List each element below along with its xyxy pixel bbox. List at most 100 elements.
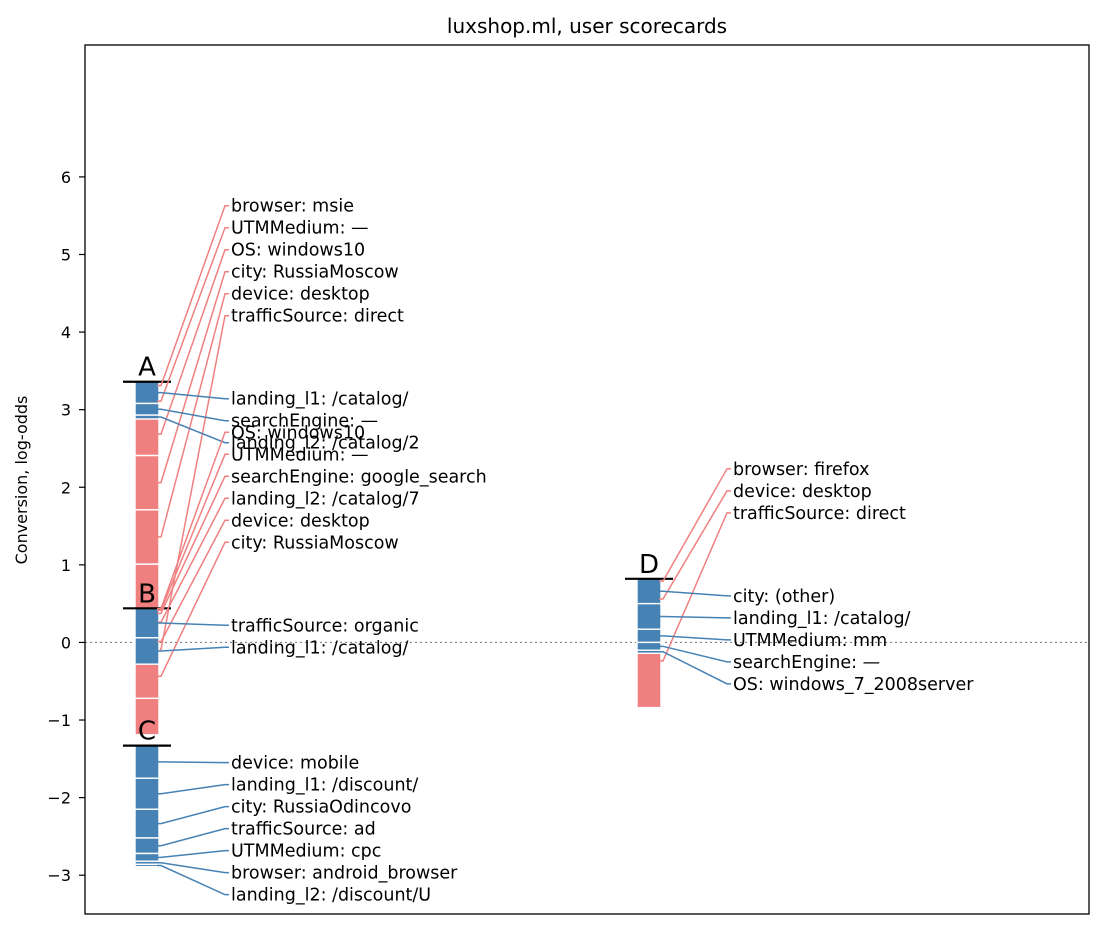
feature-label: browser: android_browser xyxy=(231,864,458,884)
leader-line xyxy=(659,615,731,619)
leader-line xyxy=(157,646,229,652)
y-axis-label: Conversion, log-odds xyxy=(12,396,31,565)
y-tick-label: −3 xyxy=(47,866,71,885)
feature-bar xyxy=(134,414,160,420)
leader-line xyxy=(659,590,731,597)
feature-label: searchEngine: — xyxy=(231,412,378,432)
feature-bar xyxy=(134,412,160,457)
leader-line xyxy=(157,849,229,859)
leader-line xyxy=(659,635,731,641)
leader-line xyxy=(157,248,229,435)
chart-title: luxshop.ml, user scorecards xyxy=(447,14,727,38)
feature-bar xyxy=(134,837,160,855)
feature-label: device: mobile xyxy=(231,754,359,774)
feature-label: landing_l1: /discount/ xyxy=(231,776,418,796)
leader-line xyxy=(157,270,229,484)
y-tick-label: 4 xyxy=(61,323,71,342)
feature-label: trafficSource: direct xyxy=(231,307,404,327)
feature-label: landing_l2: /catalog/7 xyxy=(231,489,420,509)
leader-line xyxy=(659,490,731,600)
leader-line xyxy=(157,783,229,795)
feature-label: landing_l1: /catalog/ xyxy=(231,390,409,410)
feature-label: device: desktop xyxy=(733,482,872,502)
leader-line xyxy=(157,805,229,825)
feature-bar xyxy=(636,602,662,630)
feature-label: device: desktop xyxy=(231,511,370,531)
leader-line xyxy=(157,497,229,624)
scorecard-letter: C xyxy=(138,717,156,747)
feature-label: UTMMedium: mm xyxy=(733,631,887,651)
feature-label: device: desktop xyxy=(231,285,370,305)
scorecard-letter: D xyxy=(639,550,659,580)
feature-label: trafficSource: organic xyxy=(231,616,419,636)
leader-line xyxy=(157,226,229,402)
leader-line xyxy=(157,453,229,611)
leader-line xyxy=(157,416,229,444)
feature-label: landing_l2: /catalog/2 xyxy=(231,434,420,454)
leader-line xyxy=(659,512,731,662)
leader-line xyxy=(157,431,229,610)
feature-label: trafficSource: ad xyxy=(231,820,376,840)
feature-bar xyxy=(134,607,160,639)
feature-bar xyxy=(636,641,662,651)
leader-line xyxy=(157,519,229,643)
feature-label: OS: windows_7_2008server xyxy=(733,675,974,695)
leader-line xyxy=(157,761,229,764)
leader-line xyxy=(157,862,229,874)
leader-line xyxy=(157,541,229,677)
feature-label: landing_l2: /discount/U xyxy=(231,886,431,906)
feature-bar xyxy=(134,863,160,868)
feature-bar xyxy=(134,381,160,405)
scorecard-letter: A xyxy=(138,353,156,383)
y-tick-label: 5 xyxy=(61,245,71,264)
y-tick-label: 6 xyxy=(61,168,71,187)
plot-frame xyxy=(84,44,1090,915)
feature-label: OS: windows10 xyxy=(231,423,365,443)
feature-label: browser: msie xyxy=(231,197,354,217)
leader-line xyxy=(157,827,229,847)
feature-bar xyxy=(134,777,160,810)
leader-line xyxy=(157,475,229,615)
feature-label: trafficSource: direct xyxy=(733,504,906,524)
feature-label: landing_l1: /catalog/ xyxy=(733,609,911,629)
feature-bar xyxy=(636,578,662,605)
feature-bar xyxy=(636,649,662,654)
feature-bar xyxy=(134,454,160,511)
feature-bar xyxy=(636,628,662,644)
y-tick-label: 2 xyxy=(61,478,71,497)
feature-bar xyxy=(134,509,160,565)
feature-label: UTMMedium: — xyxy=(231,445,369,465)
feature-label: searchEngine: google_search xyxy=(231,467,487,487)
feature-bar xyxy=(134,402,160,416)
leader-line xyxy=(659,645,731,663)
feature-label: searchEngine: — xyxy=(733,653,880,673)
leader-line xyxy=(157,864,229,896)
leader-line xyxy=(157,408,229,422)
y-tick-label: 1 xyxy=(61,556,71,575)
scorecard-letter: B xyxy=(138,579,156,609)
feature-label: landing_l1: /catalog/ xyxy=(231,638,409,658)
feature-label: OS: windows10 xyxy=(231,241,365,261)
feature-bar xyxy=(134,852,160,862)
feature-bar xyxy=(134,808,160,839)
feature-label: city: RussiaMoscow xyxy=(231,263,399,283)
feature-label: city: RussiaOdincovo xyxy=(231,798,411,818)
feature-label: city: (other) xyxy=(733,587,835,607)
feature-bar xyxy=(134,637,160,665)
leader-line xyxy=(157,204,229,387)
feature-label: city: RussiaMoscow xyxy=(231,533,399,553)
y-tick-label: 0 xyxy=(61,633,71,652)
y-tick-label: −1 xyxy=(47,711,71,730)
feature-label: UTMMedium: cpc xyxy=(231,842,381,862)
leader-line xyxy=(157,622,229,627)
leader-line xyxy=(157,391,229,400)
leader-line xyxy=(659,468,731,582)
feature-bar xyxy=(134,744,160,779)
feature-label: browser: firefox xyxy=(733,460,869,480)
y-tick-label: −2 xyxy=(47,789,71,808)
